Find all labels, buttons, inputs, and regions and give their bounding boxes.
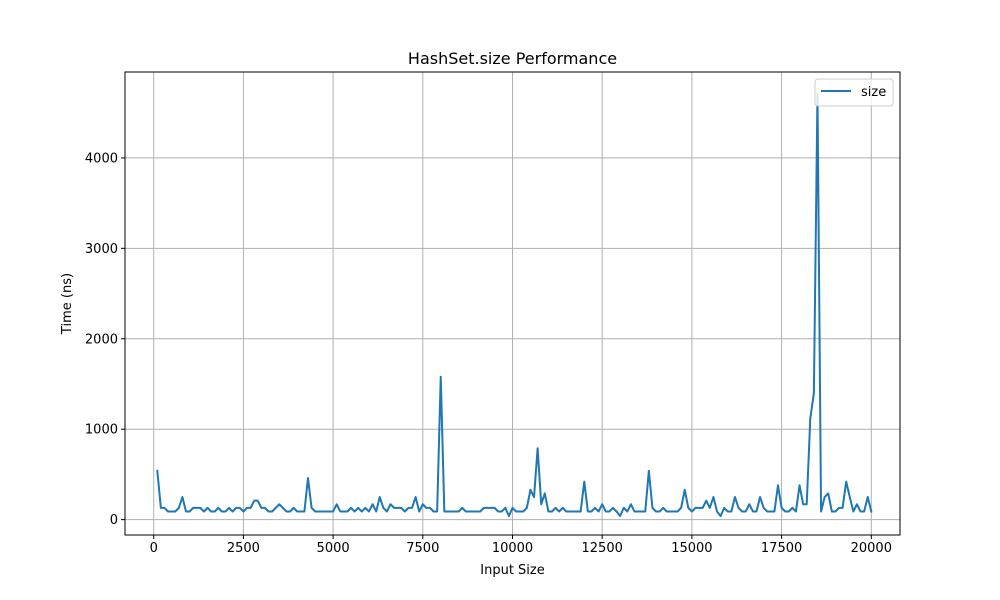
x-tick-label: 15000 [671, 541, 712, 556]
legend: size [814, 78, 894, 107]
series-line-size [156, 92, 873, 518]
x-axis-label: Input Size [480, 563, 544, 578]
x-tick-label: 12500 [582, 541, 623, 556]
x-tick-label: 17500 [761, 541, 802, 556]
x-tick-label: 7500 [406, 541, 439, 556]
y-tick-label: 1000 [85, 423, 118, 438]
x-tick-label: 10000 [492, 541, 533, 556]
chart-title: HashSet.size Performance [408, 49, 617, 68]
y-tick-label: 2000 [85, 332, 118, 347]
x-tick-label: 20000 [851, 541, 892, 556]
series-layer [156, 92, 873, 518]
y-tick-label: 4000 [85, 151, 118, 166]
y-tick-label: 0 [110, 513, 118, 528]
legend-box [814, 78, 894, 107]
x-tick-label: 2500 [227, 541, 260, 556]
y-axis-label: Time (ns) [60, 273, 75, 335]
x-tick-label: 0 [150, 541, 158, 556]
legend-label-size: size [861, 85, 886, 100]
x-tick-label: 5000 [317, 541, 350, 556]
plot-frame [124, 71, 901, 536]
grid-lines [125, 72, 900, 535]
y-tick-label: 3000 [85, 242, 118, 257]
axis-ticks: 0 2500 5000 7500 10000 12500 15000 17500 20000 0 1… [85, 151, 892, 556]
